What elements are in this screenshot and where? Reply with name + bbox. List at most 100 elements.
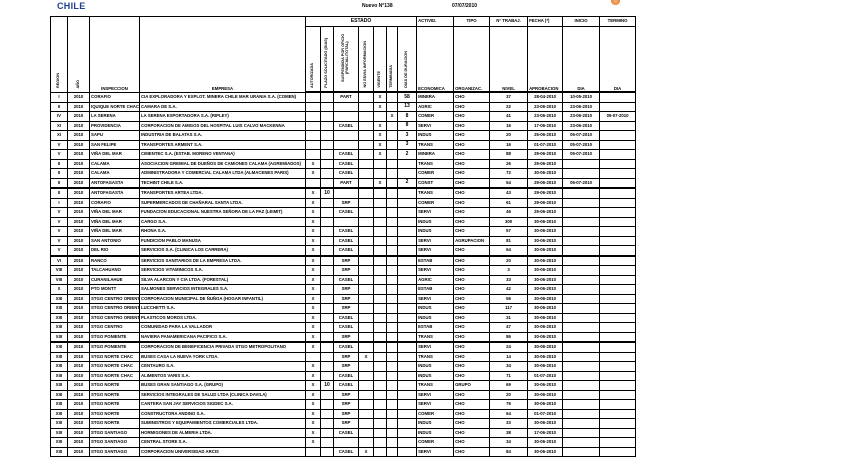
cell-suspendida	[333, 437, 359, 448]
cell-vigente	[373, 418, 387, 429]
cell-dias	[396, 274, 418, 285]
cell-inicio	[562, 361, 601, 372]
cell-no-envia	[358, 380, 374, 391]
cell-inicio: 05-07-2010	[562, 130, 601, 141]
cell-plazo	[320, 389, 334, 400]
cell-trabajadores: 54	[489, 177, 529, 189]
cell-autorizada: X	[305, 312, 321, 323]
cell-inicio	[562, 226, 601, 237]
cell-termino: 05-07-2010	[599, 111, 637, 122]
cell-terminada	[386, 399, 398, 410]
cell-suspendida: CASEL	[333, 427, 359, 438]
cell-no-envia	[358, 408, 374, 419]
cell-terminada	[386, 197, 398, 208]
table-row: XIII 2010 STGO NORTE BUSES GRAN SANTIAGO S.…	[50, 380, 637, 391]
cell-actividad: AGRIC	[416, 274, 455, 285]
cell-trabajadores: 16	[489, 120, 529, 131]
cell-plazo	[320, 245, 334, 257]
cell-suspendida: SRP	[333, 284, 359, 295]
cell-dias	[396, 351, 418, 362]
cell-inicio	[562, 245, 601, 257]
cell-suspendida: CASEL	[333, 274, 359, 285]
header-estado-dias: DIAS DE DURACION	[396, 26, 418, 93]
cell-empresa: SERVICIOS VITAMINICOS S.A.	[139, 265, 306, 276]
cell-fecha: 30-06-2010	[527, 255, 564, 266]
cell-terminada	[386, 216, 398, 227]
cell-inspeccion: STGO NORTE	[89, 380, 140, 391]
cell-fecha: 30-06-2010	[527, 312, 564, 323]
header-termino-sub: DIA	[599, 26, 637, 93]
cell-inicio	[562, 370, 601, 381]
cell-inspeccion: VIÑA DEL MAR	[89, 149, 140, 160]
cell-autorizada: X	[305, 370, 321, 381]
cell-inspeccion: STGO SANTIAGO	[89, 427, 140, 438]
cell-region: XIII	[50, 380, 68, 391]
cell-termino	[599, 380, 637, 391]
cell-no-envia	[358, 303, 374, 314]
cell-no-envia	[358, 91, 374, 103]
cell-suspendida: PART	[333, 177, 359, 189]
cell-plazo	[320, 149, 334, 160]
cell-autorizada: X	[305, 303, 321, 314]
cell-vigente: X	[373, 177, 387, 189]
cell-suspendida: PART	[333, 91, 359, 103]
table-row: XIII 2010 STGO CENTRO COMUNIDAD PARA LA VAL…	[50, 322, 637, 333]
cell-trabajadores: 33	[489, 418, 529, 429]
cell-tipo: CHO	[453, 168, 491, 179]
cell-trabajadores: 47	[489, 322, 529, 333]
cell-vigente	[373, 265, 387, 276]
cell-autorizada: X	[305, 284, 321, 295]
cell-vigente	[373, 361, 387, 372]
cell-anio: 2010	[67, 255, 90, 266]
cell-region: VI	[50, 255, 68, 266]
cell-vigente: X	[373, 91, 387, 103]
cell-no-envia	[358, 437, 374, 448]
cell-actividad: COMER	[416, 197, 455, 208]
cell-autorizada: X	[305, 399, 321, 410]
cell-plazo	[320, 130, 334, 141]
header-termino: TERMINO	[599, 16, 637, 27]
table-row: XIII 2010 STGO NORTE CONSTRUCTORA ANDINO S.…	[50, 408, 637, 419]
cell-anio: 2010	[67, 312, 90, 323]
cell-terminada	[386, 91, 398, 103]
cell-suspendida: SRP	[333, 399, 359, 410]
cell-no-envia	[358, 130, 374, 141]
cell-actividad: AGRIC	[416, 101, 455, 112]
cell-anio: 2010	[67, 177, 90, 189]
table-row: II 2010 ANTOFAGASTA TRANSPORTES ARTEA LTDA.…	[50, 187, 637, 199]
cell-autorizada	[305, 91, 321, 103]
cell-fecha: 30-06-2010	[527, 361, 564, 372]
table-row: XIII 2010 STGO SANTIAGO CORPORACION UNIVERS…	[50, 446, 637, 457]
cell-termino	[599, 331, 637, 343]
cell-no-envia	[358, 111, 374, 122]
cell-empresa: ASOCIACION GREMIAL DE DUEÑOS DE CAMIONES…	[139, 158, 306, 169]
cell-tipo: CHO	[453, 274, 491, 285]
table-row: XIII 2010 STGO PONIENTE CORPORACION DE BENE…	[50, 341, 637, 353]
cell-tipo: CHO	[453, 331, 491, 343]
cell-no-envia	[358, 187, 374, 199]
cell-terminada	[386, 120, 398, 131]
cell-inspeccion: STGO NORTE	[89, 399, 140, 410]
table-row: V 2010 VIÑA DEL MAR RHONA S.A. X CASEL INDUS CH…	[50, 226, 637, 237]
cell-plazo	[320, 303, 334, 314]
cell-dias	[396, 322, 418, 333]
cell-empresa: CANTERA SAN JAY SERVICIOS SIGDEC S.A.	[139, 399, 306, 410]
cell-dias	[396, 427, 418, 438]
cell-inspeccion: STGO NORTE CHAC	[89, 361, 140, 372]
cell-actividad: INDUS	[416, 427, 455, 438]
cell-region: I	[50, 197, 68, 208]
chile-logo: CHILE	[57, 0, 86, 11]
cell-termino	[599, 158, 637, 169]
cell-vigente	[373, 331, 387, 343]
cell-inicio: 23-06-2010	[562, 101, 601, 112]
header-region: REGION	[50, 16, 68, 93]
cell-region: XIII	[50, 293, 68, 304]
cell-region: II	[50, 187, 68, 199]
table-row: X 2010 PTO MONTT SALMONES SERVICIOS INTEGRA…	[50, 284, 637, 295]
cell-region: VIII	[50, 274, 68, 285]
cell-vigente	[373, 168, 387, 179]
cell-tipo: CHO	[453, 351, 491, 362]
cell-dias	[396, 331, 418, 343]
cell-plazo	[320, 437, 334, 448]
cell-inicio	[562, 446, 601, 457]
